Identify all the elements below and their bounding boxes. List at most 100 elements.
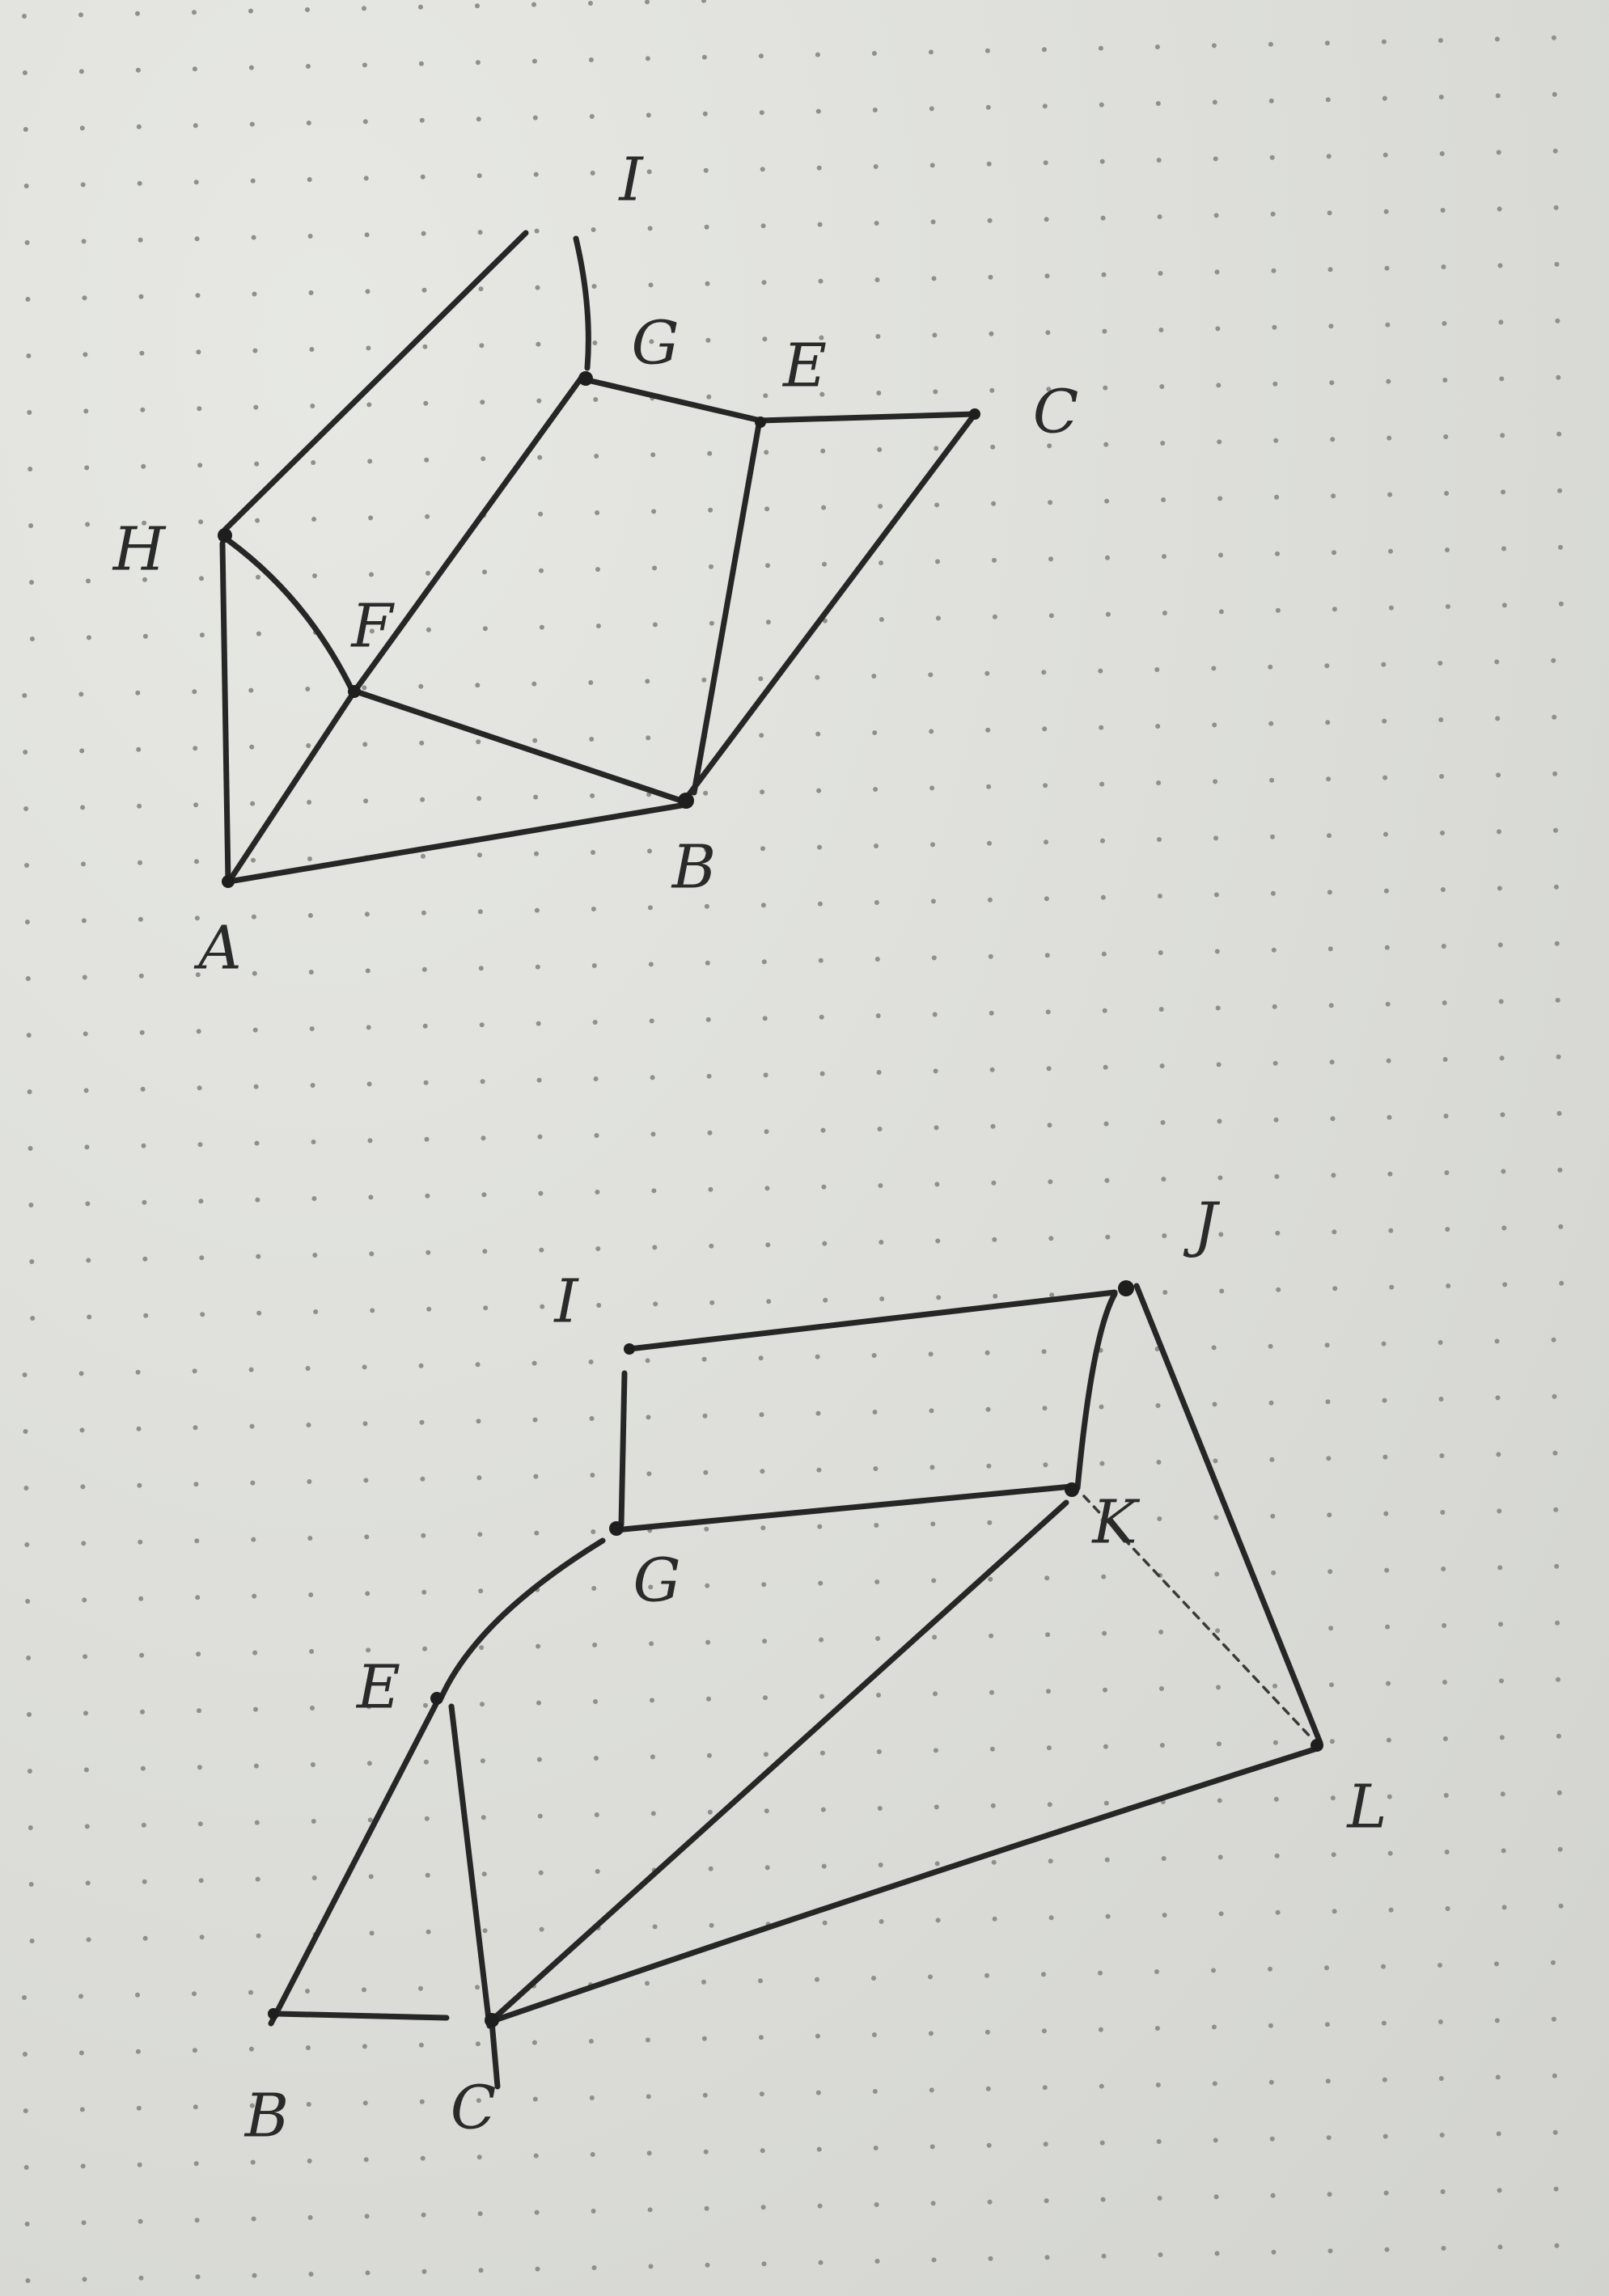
grid-dot [139, 1652, 145, 1658]
grid-dot [305, 687, 311, 691]
grid-dot [425, 1193, 430, 1199]
grid-dot [1275, 1909, 1281, 1915]
grid-dot [531, 58, 537, 64]
grid-dot [650, 1698, 654, 1703]
grid-dot [1554, 261, 1560, 267]
grid-dot [1270, 890, 1276, 896]
grid-dot [817, 1524, 823, 1529]
grid-dot [81, 1541, 87, 1546]
grid-dot [138, 1596, 144, 1601]
grid-dot [1158, 950, 1163, 955]
grid-dot [536, 1700, 541, 1706]
grid-dot [193, 1482, 199, 1487]
grid-dot [929, 1465, 935, 1470]
grid-dot [646, 169, 652, 175]
upper-vertex-B-dot [678, 793, 694, 809]
grid-dot [817, 844, 822, 850]
grid-dot [421, 853, 426, 859]
grid-dot [418, 2042, 424, 2048]
grid-dot [591, 963, 597, 968]
grid-dot [364, 2214, 370, 2219]
grid-dot [702, 111, 708, 116]
grid-dot [136, 1426, 142, 1431]
grid-dot [421, 966, 427, 972]
grid-dot [820, 448, 826, 454]
grid-dot [252, 291, 257, 297]
grid-dot [1499, 1055, 1505, 1061]
grid-dot [762, 1638, 768, 1644]
grid-dot [307, 234, 313, 239]
grid-dot [81, 861, 86, 867]
grid-dot [540, 1304, 545, 1309]
grid-dot [1103, 1800, 1109, 1806]
grid-dot [1332, 1229, 1337, 1235]
upper-label-I: I [617, 145, 644, 214]
grid-dot [819, 391, 825, 397]
grid-dot [78, 1994, 83, 1999]
grid-dot [1332, 550, 1336, 556]
grid-dot [1048, 1858, 1053, 1864]
grid-dot [1497, 886, 1502, 891]
grid-dot [588, 57, 594, 62]
grid-dot [763, 393, 769, 399]
grid-dot [362, 1421, 368, 1427]
grid-dot [1049, 1292, 1055, 1298]
grid-dot [1157, 837, 1162, 842]
grid-dot [759, 1412, 764, 1418]
grid-dot [1442, 1000, 1447, 1005]
grid-dot [1495, 93, 1501, 99]
grid-dot [1497, 1565, 1503, 1571]
grid-dot [142, 633, 148, 639]
grid-dot [1043, 783, 1048, 789]
grid-dot [25, 2278, 31, 2283]
grid-dot [311, 1196, 317, 1201]
grid-dot [480, 1079, 485, 1085]
grid-dot [253, 1706, 258, 1712]
grid-dot [1212, 2081, 1217, 2087]
grid-dot [759, 110, 764, 116]
grid-dot [248, 1367, 254, 1372]
grid-dot [875, 1013, 881, 1018]
upper-edge-A-B [226, 802, 684, 885]
upper-edge-F-B [353, 688, 689, 806]
grid-dot [23, 2108, 28, 2113]
grid-dot [313, 1309, 319, 1314]
grid-dot [1218, 1911, 1224, 1917]
grid-dot [479, 1645, 485, 1651]
grid-dot [1099, 781, 1105, 787]
grid-dot [85, 1880, 91, 1886]
grid-dot [704, 903, 709, 909]
grid-dot [254, 1140, 260, 1146]
grid-dot [481, 1135, 486, 1141]
grid-dot [195, 2274, 201, 2280]
grid-dot [815, 674, 820, 680]
grid-dot [872, 730, 878, 735]
grid-dot [26, 353, 32, 358]
grid-dot [815, 2090, 821, 2095]
grid-dot [1553, 827, 1558, 833]
grid-dot [135, 1369, 141, 1375]
grid-dot [1387, 1794, 1392, 1799]
grid-dot [1272, 1060, 1278, 1066]
grid-dot [84, 1144, 90, 1150]
grid-dot [1498, 999, 1504, 1004]
grid-dot [1155, 724, 1161, 729]
grid-dot [534, 2209, 540, 2215]
grid-dot [1157, 2196, 1162, 2201]
grid-dot [1212, 99, 1217, 105]
grid-dot [1162, 1233, 1167, 1238]
grid-dot [424, 1136, 430, 1142]
lower-label-K: K [1090, 1487, 1140, 1557]
grid-dot [422, 1023, 428, 1029]
grid-dot [142, 1199, 147, 1205]
grid-dot [363, 1478, 369, 1483]
grid-dot [24, 863, 29, 868]
grid-dot [307, 800, 312, 805]
lower-label-C: C [451, 2073, 497, 2142]
upper-edge-G-E [584, 377, 764, 424]
grid-dot [589, 1416, 595, 1421]
grid-dot [480, 1758, 485, 1764]
grid-dot [992, 1237, 997, 1242]
grid-dot [651, 1188, 657, 1194]
grid-dot [1102, 1008, 1107, 1013]
